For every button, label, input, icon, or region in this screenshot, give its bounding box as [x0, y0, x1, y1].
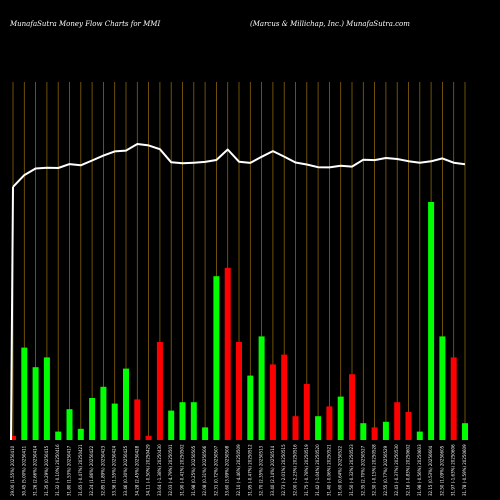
chart-header-left: MunafaSutra Money Flow Charts for MMI	[10, 20, 161, 28]
bar	[382, 421, 389, 440]
x-tick-label: 33.40 (2.14%) 20250514	[270, 445, 275, 496]
bar	[55, 431, 62, 440]
price-line-layer	[10, 143, 466, 441]
bar	[145, 435, 152, 440]
x-tick-label: 32.16 (-0.83%) 20250602	[406, 444, 411, 496]
bar	[292, 416, 299, 440]
x-tick-label: 32.15 (0.53%) 20250604	[428, 445, 433, 496]
x-tick-label: 32.85 (1.89%) 20250423	[100, 445, 105, 496]
bar	[10, 435, 16, 440]
bar	[337, 396, 344, 440]
x-tick-label: 31.26 (2.66%) 20250414	[33, 445, 38, 496]
x-tick-labels: 29.00 (1.55%) 20250410 30.45 (5.00%) 2025…	[10, 444, 467, 496]
bar	[21, 347, 28, 440]
x-tick-label: 31.40 (-0.06%) 20250521	[326, 444, 331, 496]
x-tick-label: 31.65 (-0.47%) 20250421	[78, 444, 83, 496]
bar	[450, 357, 457, 440]
x-tick-label: 32.35 (2.70%) 20250527	[360, 445, 365, 496]
bar	[236, 342, 242, 440]
money-flow-bars	[10, 202, 468, 440]
bar	[315, 416, 322, 440]
bar	[43, 357, 50, 440]
bar	[77, 428, 84, 440]
bar	[89, 398, 96, 440]
bar	[179, 402, 186, 440]
bar	[123, 368, 129, 440]
x-tick-label: 32.55 (0.77%) 20250529	[383, 445, 388, 496]
x-tick-label: 32.10 (-4.46%) 20250509	[236, 444, 241, 496]
x-tick-label: 31.35 (0.29%) 20250415	[44, 445, 49, 496]
bar	[202, 427, 209, 440]
x-tick-label: 34.28 (2.45%) 20250428	[134, 445, 139, 496]
bar	[32, 367, 39, 440]
x-tick-label: 30.45 (5.00%) 20250411	[21, 445, 26, 496]
bar	[100, 386, 107, 440]
x-tick-label: 29.00 (1.55%) 20250410	[10, 445, 15, 496]
bar	[213, 276, 220, 440]
bar	[371, 427, 378, 440]
bar	[394, 402, 401, 440]
bar	[405, 412, 412, 440]
x-tick-label: 31.90 (-0.41%) 20250502	[180, 444, 185, 496]
price-line-lead	[10, 186, 14, 441]
chart-header-right: (Marcus & Millichap, Inc.) MunafaSutra.c…	[250, 20, 410, 28]
x-tick-label: 32.24 (1.86%) 20250422	[89, 445, 94, 496]
bar	[360, 423, 367, 440]
bar	[190, 402, 197, 440]
x-tick-label: 32.03 (-4.79%) 20250501	[168, 444, 173, 496]
x-tick-label: 33.60 (3.99%) 20250508	[225, 445, 230, 496]
bar	[439, 336, 446, 440]
x-tick-label: 32.31 (0.72%) 20250507	[213, 445, 218, 496]
price-line	[12, 143, 466, 188]
bar	[326, 406, 333, 440]
bar	[134, 399, 141, 440]
x-tick-label: 32.50 (1.09%) 20250605	[439, 445, 444, 496]
x-tick-label: 32.43 (-0.37%) 20250530	[394, 444, 399, 496]
x-tick-label: 31.98 (0.25%) 20250505	[191, 445, 196, 496]
x-tick-label: 31.95 (-0.47%) 20250512	[247, 444, 252, 496]
bar	[247, 375, 254, 440]
bar	[111, 403, 118, 440]
bar	[462, 423, 468, 440]
x-tick-label: 33.46 (0.30%) 20250425	[123, 445, 128, 496]
bar	[416, 431, 423, 440]
x-tick-label: 33.64 (-1.38%) 20250430	[157, 444, 162, 496]
bar	[269, 364, 276, 440]
bar	[303, 384, 310, 440]
x-tick-label: 32.00 (-2.23%) 20250516	[293, 444, 298, 496]
bar	[224, 267, 231, 440]
bar	[258, 336, 265, 440]
x-tick-label: 32.73 (-2.01%) 20250515	[281, 444, 286, 496]
x-tick-label: 31.32 (-0.10%) 20250416	[55, 444, 60, 496]
bar	[156, 342, 163, 440]
x-tick-label: 32.30 (-0.15%) 20250528	[372, 444, 377, 496]
x-tick-label: 33.36 (1.55%) 20250424	[112, 445, 117, 496]
bar	[349, 374, 355, 440]
bar	[281, 354, 288, 440]
x-tick-label: 31.78 (-0.59%) 20250609	[462, 444, 467, 496]
x-tick-label: 31.97 (-1.63%) 20250606	[451, 444, 456, 496]
x-tick-label: 32.70 (2.35%) 20250513	[259, 445, 264, 496]
bar	[168, 410, 175, 440]
x-tick-label: 32.08 (0.31%) 20250506	[202, 445, 207, 496]
bar	[66, 409, 73, 440]
x-tick-label: 31.80 (1.53%) 20250417	[67, 445, 72, 496]
bar	[428, 202, 435, 440]
x-tick-label: 34.11 (-0.50%) 20250429	[146, 444, 151, 496]
x-tick-label: 31.60 (0.64%) 20250522	[338, 445, 343, 496]
x-tick-label: 31.98 (-0.56%) 20250603	[417, 444, 422, 496]
x-tick-label: 31.75 (-0.78%) 20250519	[304, 444, 309, 496]
x-tick-label: 31.50 (-0.32%) 20250523	[349, 444, 354, 496]
x-tick-label: 31.42 (-1.04%) 20250520	[315, 444, 320, 496]
